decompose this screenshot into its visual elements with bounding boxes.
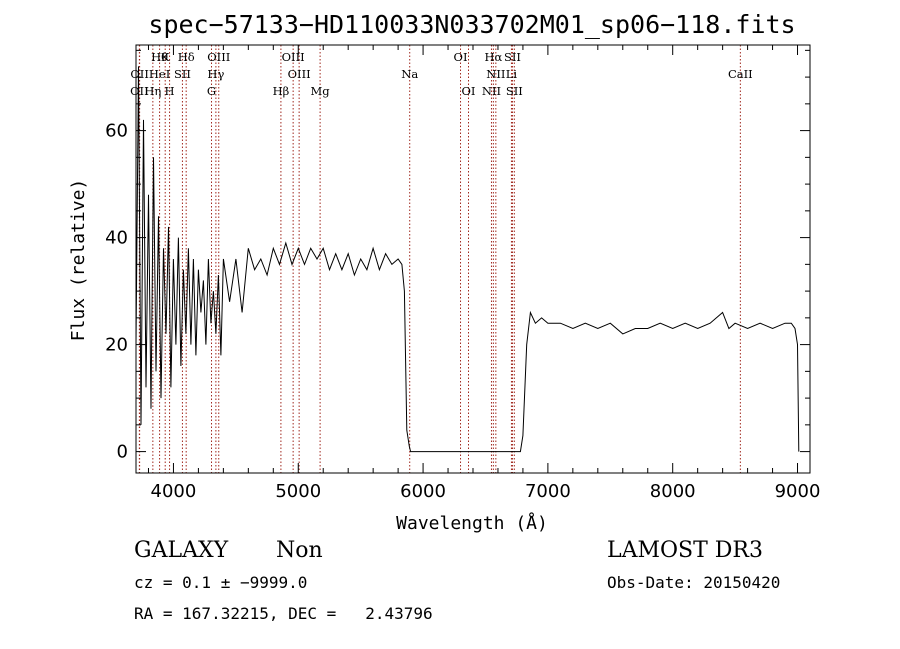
spectral-line-label: H — [165, 84, 175, 98]
spectral-line-label: K — [161, 50, 170, 64]
spectral-line-label: OI — [462, 84, 476, 98]
survey-name: LAMOST DR3 — [607, 538, 763, 563]
ra-dec-text: RA = 167.32215, DEC = 2.43796 — [134, 604, 433, 623]
spectral-line-label: Mg — [311, 84, 331, 98]
x-axis-label: Wavelength (Å) — [396, 512, 548, 534]
chart-title: spec−57133−HD110033N033702M01_sp06−118.f… — [148, 10, 795, 39]
y-axis-label: Flux (relative) — [68, 179, 89, 342]
spectral-line-label: SII — [504, 50, 521, 64]
spectral-line-label: Hγ — [207, 67, 224, 81]
x-tick-label: 7000 — [525, 481, 571, 502]
spectral-line-label: OII — [130, 84, 149, 98]
spectral-line-label: Na — [401, 67, 418, 81]
spectral-line-label: Hβ — [273, 84, 290, 98]
spectral-line-label: OII — [130, 67, 149, 81]
galaxy-subclass: Non — [276, 538, 323, 563]
y-axis-ticks: 0 20 40 60 — [105, 49, 810, 463]
spectral-line-label: OIII — [207, 50, 230, 64]
spectral-line-label: OIII — [282, 50, 305, 64]
spectrum-line — [135, 66, 800, 453]
spectral-line-label: NII — [486, 67, 505, 81]
plot-frame — [135, 44, 811, 474]
x-axis-ticks: 4000 5000 6000 7000 8000 9000 — [147, 45, 821, 502]
spectral-line-label: HeI — [149, 67, 170, 81]
spectral-line-label: CaII — [728, 67, 753, 81]
spectral-line-label: Li — [506, 67, 518, 81]
x-tick-label: 5000 — [275, 481, 321, 502]
spectral-line-label: SII — [174, 67, 191, 81]
redshift-text: cz = 0.1 ± −9999.0 — [134, 573, 308, 592]
y-tick-label: 40 — [105, 228, 128, 249]
spectral-line-label: OI — [454, 50, 468, 64]
y-tick-label: 20 — [105, 335, 128, 356]
spectral-line-label: NII — [482, 84, 501, 98]
observation-date: Obs-Date: 20150420 — [607, 573, 781, 592]
y-tick-label: 60 — [105, 121, 128, 142]
x-tick-label: 9000 — [775, 481, 821, 502]
x-tick-label: 4000 — [151, 481, 197, 502]
spectral-line-label: Hδ — [178, 50, 195, 64]
y-tick-label: 0 — [117, 442, 128, 463]
spectral-line-label: Hθ — [151, 50, 168, 64]
spectral-line-label: G — [207, 84, 216, 98]
spectral-line-label: SII — [506, 84, 523, 98]
spectral-line-label: OIII — [288, 67, 311, 81]
spectral-line-label: Hη — [144, 84, 161, 98]
spectrum-series — [135, 66, 800, 453]
x-tick-label: 8000 — [650, 481, 696, 502]
spectral-line-label: Hα — [484, 50, 502, 64]
spectral-line-markers — [138, 45, 741, 473]
x-tick-label: 6000 — [400, 481, 446, 502]
galaxy-class: GALAXY — [134, 538, 229, 563]
